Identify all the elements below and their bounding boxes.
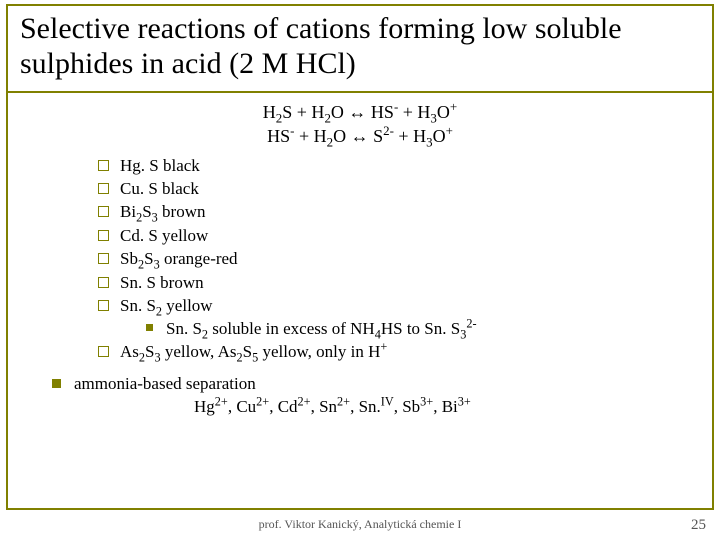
sulphide-list: Hg. S black Cu. S black Bi2S3 brown Cd. … [28, 155, 692, 364]
separation-item: ammonia-based separation Hg2+, Cu2+, Cd2… [52, 373, 692, 418]
list-item: Hg. S black [98, 155, 692, 177]
list-item: Sb2S3 orange-red [98, 248, 692, 270]
content-area: H2S + H2O ↔ HS- + H3O+ HS- + H2O ↔ S2- +… [8, 93, 712, 418]
list-item: Sn. S brown [98, 272, 692, 294]
page-number: 25 [691, 517, 706, 534]
separation-label: ammonia-based separation [74, 374, 256, 393]
equations: H2S + H2O ↔ HS- + H3O+ HS- + H2O ↔ S2- +… [28, 101, 692, 149]
title-box: Selective reactions of cations forming l… [8, 6, 712, 93]
footer-author: prof. Viktor Kanický, Analytická chemie … [0, 517, 720, 532]
list-item: Bi2S3 brown [98, 201, 692, 223]
equation-1: H2S + H2O ↔ HS- + H3O+ [28, 101, 692, 125]
slide-title: Selective reactions of cations forming l… [20, 12, 700, 81]
separation-ions: Hg2+, Cu2+, Cd2+, Sn2+, Sn.IV, Sb3+, Bi3… [74, 396, 692, 418]
sub-list: Sn. S2 soluble in excess of NH4HS to Sn.… [120, 318, 692, 340]
separation-block: ammonia-based separation Hg2+, Cu2+, Cd2… [28, 373, 692, 418]
sub-item: Sn. S2 soluble in excess of NH4HS to Sn.… [146, 318, 692, 340]
slide-frame: Selective reactions of cations forming l… [6, 4, 714, 510]
list-item: As2S3 yellow, As2S5 yellow, only in H+ [98, 341, 692, 363]
list-item-label: Sn. S2 yellow [120, 296, 213, 315]
list-item: Sn. S2 yellow Sn. S2 soluble in excess o… [98, 295, 692, 340]
equation-2: HS- + H2O ↔ S2- + H3O+ [28, 125, 692, 149]
list-item: Cd. S yellow [98, 225, 692, 247]
list-item: Cu. S black [98, 178, 692, 200]
